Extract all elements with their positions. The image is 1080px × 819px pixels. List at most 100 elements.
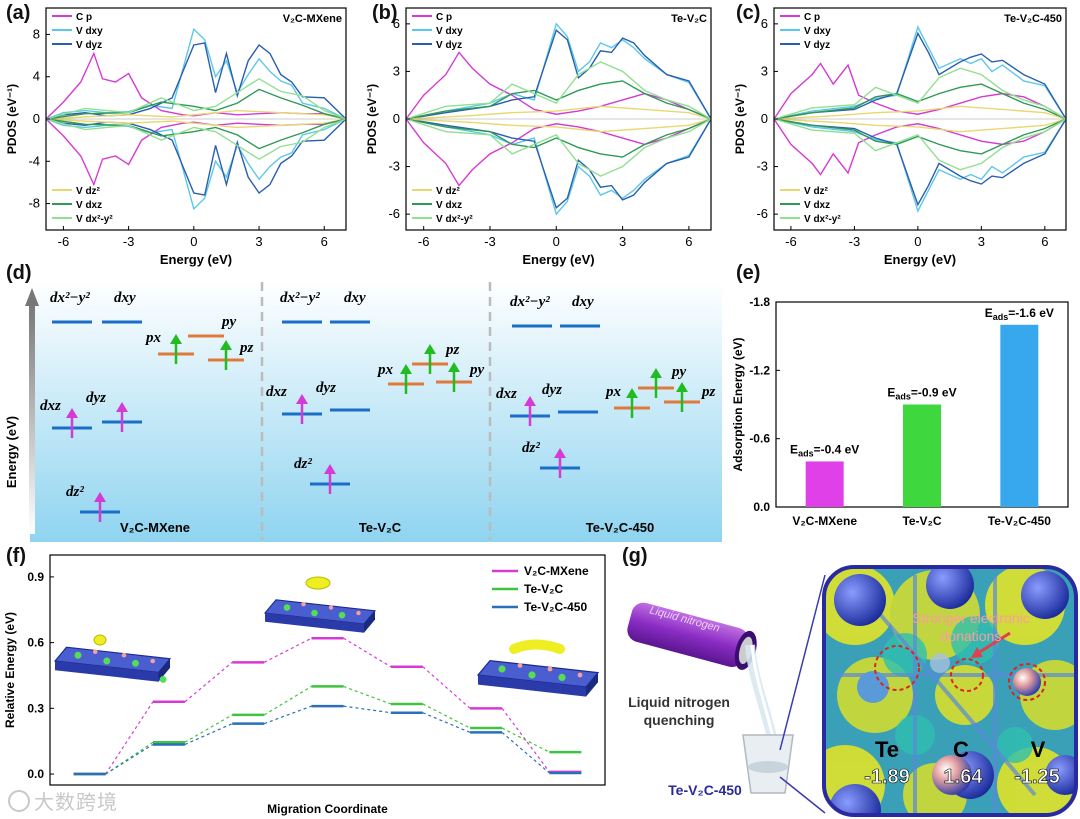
pdos-series-line <box>405 118 712 216</box>
orbital-label: dx²−y² <box>50 290 90 306</box>
electron-spin-arrowhead <box>400 364 412 374</box>
orbital-label: py <box>670 364 687 380</box>
electron-spin-arrowhead <box>650 368 662 378</box>
orbital-label: py <box>468 362 485 378</box>
legend-label: C p <box>436 12 452 23</box>
orbital-label: dz² <box>66 484 84 500</box>
orbital-label: dx²−y² <box>510 294 550 310</box>
process-label-line1: Liquid nitrogen <box>628 694 730 710</box>
x-tick-label: 3 <box>255 234 262 249</box>
x-axis-label: Migration Coordinate <box>267 802 388 816</box>
panel-title: V₂C-MXene <box>283 13 342 25</box>
plot-frame <box>49 554 606 786</box>
bar <box>805 461 844 507</box>
legend-label: V dxy <box>436 26 463 37</box>
pdos-series-line <box>773 118 1067 176</box>
electron-spin-arrowhead <box>554 448 566 458</box>
migration-energy-chart: 0.0 0.3 0.6 0.9 Migration Coordinate Relative… <box>3 554 606 816</box>
donation-arrow <box>974 631 1011 657</box>
process-label-line2: quenching <box>644 712 715 728</box>
donation-label-line2: donations <box>941 628 1002 644</box>
pdos-series-line <box>773 105 1067 120</box>
y-tick-label: 3 <box>393 63 400 78</box>
beaker-icon <box>742 734 794 794</box>
orbital-label: py <box>220 314 237 330</box>
x-tick-label: 0 <box>914 234 921 249</box>
y-tick-label: 0.3 <box>27 701 44 715</box>
y-axis-label: PDOS (eV⁻¹) <box>365 84 379 154</box>
transition-path <box>263 685 312 716</box>
quenching-schematic: Liquid nitrogen Liquid nitrogen quenchin… <box>627 565 1078 817</box>
legend-label: C p <box>804 12 820 23</box>
pdos-series-line <box>773 118 1067 155</box>
pdos-series-line <box>773 118 1067 171</box>
bar-annotation: Eads=-0.4 eV <box>790 442 859 458</box>
transition-path <box>184 661 233 703</box>
x-tick-label: 6 <box>321 234 328 249</box>
atom-label-te: Te <box>875 737 899 762</box>
diagram-background <box>30 280 722 542</box>
annotation-subscript: ads <box>798 448 814 458</box>
bar <box>903 404 941 507</box>
panel-title: Te-V₂C-450 <box>1004 13 1062 25</box>
legend-label: V dz² <box>804 186 829 197</box>
pdos-series-line <box>45 118 347 150</box>
y-tick-label: -3 <box>388 159 400 174</box>
panel-label-a: (a) <box>6 2 31 24</box>
electron-spin-arrowhead <box>448 362 460 372</box>
y-tick-label: 0.9 <box>27 570 44 584</box>
annotation-value: =-0.9 eV <box>911 386 957 400</box>
x-tick-label: -3 <box>123 234 135 249</box>
electron-spin-arrowhead <box>424 344 436 354</box>
y-tick-label: -0.6 <box>749 432 770 446</box>
legend-label: V dyz <box>76 40 102 51</box>
y-axis-label: Relative Energy (eV) <box>3 612 17 728</box>
x-tick-label: 0 <box>553 234 560 249</box>
product-label: Te-V₂C-450 <box>668 782 742 798</box>
slab-cartoon-transition <box>264 599 376 634</box>
atom-label-c: C <box>953 737 969 762</box>
transition-path <box>343 685 391 705</box>
orbital-label: px <box>144 330 162 346</box>
annotation-subscript: ads <box>895 392 911 402</box>
legend-label: V dxy <box>804 26 831 37</box>
electron-spin-arrowhead <box>220 340 232 350</box>
legend-label: V dz² <box>436 186 461 197</box>
orbital-label: px <box>604 384 622 400</box>
orbital-label: dz² <box>294 456 312 472</box>
pdos-series-line <box>773 83 1067 120</box>
orbital-label: dyz <box>542 382 562 398</box>
orbital-label: dz² <box>522 440 540 456</box>
slab-cartoon-final <box>477 659 599 698</box>
legend-label: Te-V₂C <box>524 582 563 596</box>
pdos-series-line <box>773 67 1067 120</box>
energy-axis-arrowhead <box>25 288 39 306</box>
orbital-label: dxy <box>114 290 136 306</box>
adsorbate-molecule <box>305 576 331 590</box>
annotation-value: =-1.6 eV <box>1008 306 1054 320</box>
orbital-label: dyz <box>86 390 106 406</box>
slab-cartoon-initial <box>54 646 171 683</box>
transition-path <box>501 731 550 774</box>
x-tick-label: -6 <box>418 234 430 249</box>
pdos-chart-v2c-mxene: -6 -3 0 3 6 -8 -4 0 4 8 Energy (eV) PDOS (eV⁻¹) V₂C-… <box>5 7 347 267</box>
y-tick-label: 0 <box>393 111 400 126</box>
y-tick-label: 6 <box>761 16 768 31</box>
y-tick-label: -4 <box>28 153 40 168</box>
pdos-series-line <box>45 118 347 129</box>
orbital-label: dxz <box>266 384 287 400</box>
pdos-series-line <box>773 118 1067 133</box>
transition-path <box>501 707 550 773</box>
pdos-series-line <box>405 51 712 120</box>
pdos-series-line <box>405 118 712 187</box>
pdos-series-line <box>405 118 712 158</box>
y-tick-label: -3 <box>756 159 768 174</box>
electron-spin-arrowhead <box>116 402 128 412</box>
panel-label-g: (g) <box>622 545 648 567</box>
pdos-series-line <box>405 80 712 120</box>
category-label: V₂C-MXene <box>792 514 857 528</box>
y-tick-label: -1.8 <box>749 295 770 309</box>
legend-label: V dx²-y² <box>804 214 841 225</box>
y-tick-label: 0.6 <box>27 636 44 650</box>
